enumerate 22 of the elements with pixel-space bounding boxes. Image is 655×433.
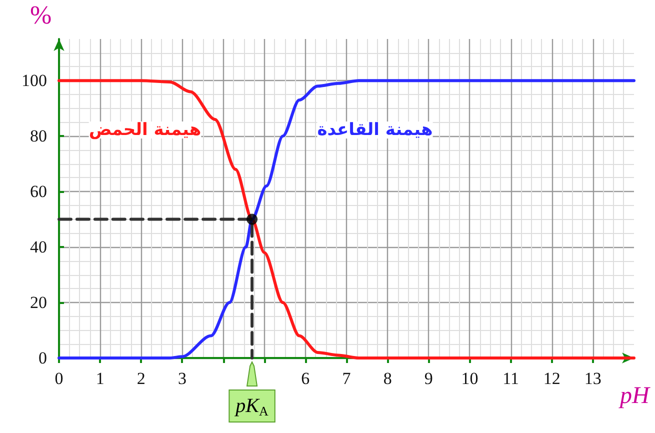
- x-tick-label: 6: [301, 369, 310, 388]
- y-axis-title: %: [30, 0, 52, 30]
- series-label: هيمنة القاعدة: [317, 120, 433, 140]
- y-tick-label: 20: [30, 293, 47, 312]
- x-tick-label: 13: [584, 369, 602, 388]
- x-axis-title: pH: [618, 383, 651, 409]
- y-tick-label: 60: [30, 182, 47, 202]
- x-tick-label: 7: [342, 369, 352, 388]
- x-tick-label: 3: [178, 369, 186, 388]
- x-tick-label: 0: [54, 369, 64, 388]
- y-tick-label: 0: [38, 348, 47, 368]
- x-tick-label: 8: [383, 369, 392, 388]
- y-tick-label: 40: [30, 238, 47, 257]
- series-label: هيمنة الحمض: [88, 120, 202, 140]
- x-tick-label: 2: [136, 369, 146, 388]
- x-tick-label: 1: [96, 369, 104, 388]
- y-tick-label: 80: [30, 126, 47, 146]
- x-tick-label: 12: [543, 369, 560, 388]
- x-tick-label: 10: [461, 369, 478, 388]
- y-tick-label: 100: [22, 71, 47, 90]
- x-tick-label: 11: [502, 369, 519, 388]
- x-tick-label: 9: [424, 369, 433, 388]
